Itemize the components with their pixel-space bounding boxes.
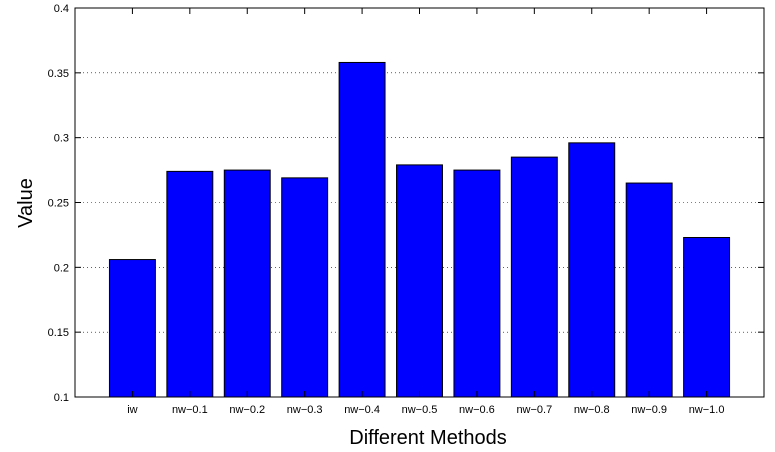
x-tick-label: nw−0.7	[516, 404, 552, 416]
x-tick-labels: iw nw−0.1 nw−0.2 nw−0.3 nw−0.4 nw−0.5 nw−0.6 nw…	[127, 404, 724, 416]
y-tick-label: 0.35	[48, 68, 69, 80]
x-tick-label: nw−0.9	[631, 404, 667, 416]
bar	[453, 169, 501, 398]
bar	[683, 237, 731, 398]
x-tick-label: nw−0.1	[172, 404, 208, 416]
y-tick-label: 0.2	[54, 262, 69, 274]
bar	[166, 170, 214, 398]
bar	[108, 259, 156, 398]
bar	[281, 177, 329, 398]
bar	[396, 164, 443, 398]
x-tick-label: nw−0.3	[287, 404, 323, 416]
x-tick-label: nw−0.5	[402, 404, 438, 416]
y-tick-labels: 0.1 0.15 0.2 0.25 0.3 0.35 0.4	[48, 3, 69, 404]
bar	[568, 142, 616, 398]
x-tick-label: nw−0.6	[459, 404, 495, 416]
x-tick-label: iw	[127, 404, 137, 416]
bar	[625, 182, 673, 398]
bar	[338, 61, 386, 398]
y-tick-label: 0.1	[54, 392, 69, 404]
bars	[108, 61, 731, 398]
y-tick-label: 0.3	[54, 133, 69, 145]
x-tick-label: nw−1.0	[689, 404, 725, 416]
bar	[510, 156, 558, 398]
y-tick-label: 0.15	[48, 327, 69, 339]
y-axis-title: Value	[15, 178, 37, 228]
x-tick-label: nw−0.8	[574, 404, 610, 416]
x-tick-label: nw−0.4	[344, 404, 380, 416]
x-axis-title: Different Methods	[349, 427, 507, 449]
x-tick-label: nw−0.2	[229, 404, 265, 416]
y-tick-label: 0.25	[48, 198, 69, 210]
bar	[223, 169, 271, 398]
y-tick-label: 0.4	[54, 3, 69, 15]
axis-ticks	[75, 7, 764, 398]
